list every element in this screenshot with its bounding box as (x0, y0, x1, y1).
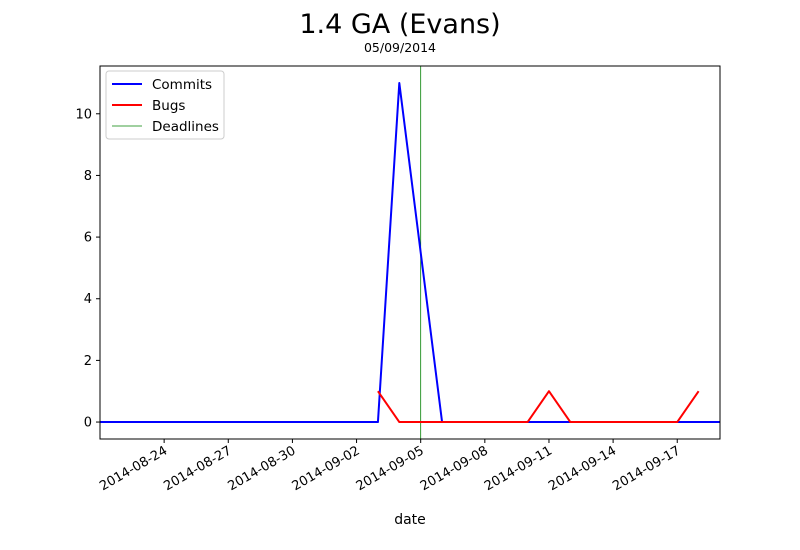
chart-subtitle: 05/09/2014 (364, 40, 436, 55)
x-axis-label: date (394, 512, 426, 528)
legend-label-deadlines: Deadlines (152, 119, 219, 135)
x-tick-label: 2014-09-14 (546, 443, 619, 494)
y-tick-label: 2 (84, 354, 92, 369)
x-tick-label: 2014-09-08 (418, 443, 491, 494)
legend: Commits Bugs Deadlines (105, 70, 225, 140)
x-tick-label: 2014-08-24 (97, 443, 170, 494)
x-axis: 2014-08-242014-08-272014-08-302014-09-02… (97, 439, 683, 494)
y-axis: 0 2 4 6 8 10 (75, 107, 100, 431)
x-tick-label: 2014-09-02 (290, 443, 363, 494)
x-tick-label: 2014-08-27 (161, 443, 234, 494)
legend-label-commits: Commits (152, 77, 212, 93)
x-tick-label: 2014-09-11 (482, 443, 555, 494)
legend-box (105, 70, 225, 140)
legend-label-bugs: Bugs (152, 98, 185, 114)
y-tick-label: 4 (84, 292, 92, 307)
y-tick-label: 6 (84, 231, 92, 246)
y-tick-label: 8 (84, 169, 92, 184)
x-tick-label: 2014-09-17 (610, 443, 683, 494)
series-layer (100, 81, 720, 424)
x-tick-label: 2014-08-30 (225, 443, 298, 494)
y-tick-label: 0 (84, 416, 92, 431)
x-tick-label: 2014-09-05 (354, 443, 427, 494)
chart-title: 1.4 GA (Evans) (299, 9, 500, 40)
series-line-bugs (377, 390, 700, 424)
plot-frame (99, 65, 721, 440)
y-tick-label: 10 (75, 107, 92, 122)
